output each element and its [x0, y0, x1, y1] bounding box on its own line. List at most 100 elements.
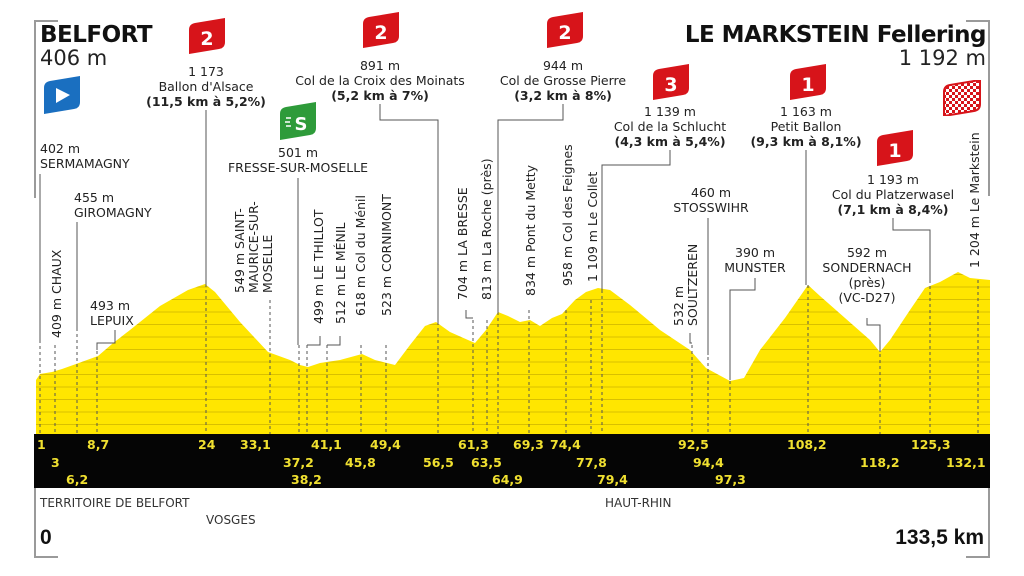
frame-right-top [988, 20, 990, 196]
svg-text:2: 2 [200, 28, 213, 50]
sprint-flag-icon: S [280, 102, 316, 140]
climb-flag-icon: 2 [547, 12, 583, 48]
km-guides [39, 232, 979, 434]
km-marker: 33,1 [240, 437, 271, 452]
profile-area [36, 272, 990, 434]
km-marker: 74,4 [550, 437, 581, 452]
climb-detail: (4,3 km à 5,4%) [614, 134, 726, 149]
place-lepuix: 493 m LEPUIX [90, 298, 134, 328]
km-marker: 118,2 [860, 455, 900, 470]
climb-name: Col de Grosse Pierre [499, 73, 627, 88]
km-bar [34, 434, 990, 488]
climb-label-schlucht: 1 139 m Col de la Schlucht (4,3 km à 5,4… [614, 104, 726, 149]
place-stosswihr: 460 m STOSSWIHR [673, 185, 748, 215]
place-name: LEPUIX [90, 313, 134, 328]
elevation-profile [36, 104, 990, 434]
start-km: 0 [40, 526, 52, 549]
frame-left-bottom [34, 488, 36, 558]
leader-lines [39, 104, 931, 380]
climb-label-platzerwasel: 1 193 m Col du Platzerwasel (7,1 km à 8,… [832, 172, 954, 217]
climb-flag-icon: 2 [363, 12, 399, 48]
km-marker: 41,1 [311, 437, 342, 452]
svg-text:2: 2 [558, 22, 571, 44]
climb-name: Col de la Schlucht [613, 119, 727, 134]
km-marker: 45,8 [345, 455, 376, 470]
climb-flag-icon: 3 [653, 64, 689, 100]
finish-flag-icon [943, 80, 981, 116]
climb-detail: (7,1 km à 8,4%) [837, 202, 949, 217]
km-marker: 92,5 [678, 437, 709, 452]
place-altitude: 592 m [846, 245, 887, 260]
place-note: (près) [848, 275, 886, 290]
frame-right-bottom-tick [966, 556, 990, 558]
climb-altitude: 944 m [542, 58, 583, 73]
km-marker: 108,2 [787, 437, 827, 452]
place-munster: 390 m MUNSTER [724, 245, 785, 275]
place-name: GIROMAGNY [74, 205, 152, 220]
place-altitude: 402 m [40, 141, 81, 156]
start-altitude: 406 m [40, 46, 108, 70]
km-marker: 132,1 [946, 455, 986, 470]
svg-text:1: 1 [801, 74, 814, 96]
km-marker: 125,3 [911, 437, 951, 452]
km-marker: 6,2 [66, 472, 89, 487]
department-belfort: TERRITOIRE DE BELFORT [40, 496, 190, 510]
frame-left-top [34, 20, 36, 198]
climb-label-ballon-alsace: 1 173 Ballon d'Alsace (11,5 km à 5,2%) [146, 64, 266, 109]
place-sermamagny: 402 m SERMAMAGNY [40, 141, 130, 171]
km-marker: 49,4 [370, 437, 401, 452]
sprint-name: FRESSE-SUR-MOSELLE [227, 160, 369, 175]
km-marker: 94,4 [693, 455, 724, 470]
finish-altitude: 1 192 m [898, 46, 986, 70]
svg-text:1: 1 [888, 140, 901, 162]
place-altitude: 455 m [74, 190, 115, 205]
climb-name: Col du Platzerwasel [831, 187, 955, 202]
km-marker: 97,3 [715, 472, 746, 487]
km-marker: 8,7 [87, 437, 110, 452]
climb-altitude: 1 193 m [867, 172, 919, 187]
climb-altitude: 1 139 m [644, 104, 696, 119]
place-giromagny: 455 m GIROMAGNY [74, 190, 152, 220]
place-sondernach: 592 m SONDERNACH (près) (VC-D27) [822, 245, 911, 305]
km-marker: 61,3 [458, 437, 489, 452]
km-marker: 64,9 [492, 472, 523, 487]
km-marker: 3 [51, 455, 60, 470]
department-vosges: VOSGES [206, 513, 256, 527]
km-marker: 1 [37, 437, 46, 452]
climb-label-petit-ballon: 1 163 m Petit Ballon (9,3 km à 8,1%) [750, 104, 861, 149]
climb-label-croix-des-moinats: 891 m Col de la Croix des Moinats (5,2 k… [295, 58, 465, 103]
climb-altitude: 891 m [359, 58, 400, 73]
total-distance: 133,5 km [895, 526, 984, 549]
place-note: (VC-D27) [838, 290, 896, 305]
climb-flag-icon: 2 [189, 18, 225, 54]
place-altitude: 460 m [690, 185, 732, 200]
svg-text:3: 3 [664, 74, 677, 96]
km-marker: 77,8 [576, 455, 607, 470]
svg-text:S: S [295, 114, 308, 135]
climb-detail: (11,5 km à 5,2%) [146, 94, 266, 109]
km-marker: 38,2 [291, 472, 322, 487]
climb-name: Ballon d'Alsace [158, 79, 254, 94]
climb-detail: (5,2 km à 7%) [331, 88, 429, 103]
km-marker: 56,5 [423, 455, 454, 470]
sprint-label: 501 m FRESSE-SUR-MOSELLE [228, 145, 368, 175]
frame-right-top-tick [966, 20, 990, 22]
department-haut-rhin: HAUT-RHIN [605, 496, 672, 510]
km-marker: 79,4 [597, 472, 628, 487]
frame-left-bottom-tick [34, 556, 58, 558]
frame-right-bottom [988, 488, 990, 558]
finish-city: LE MARKSTEIN Fellering [684, 22, 987, 48]
svg-text:2: 2 [374, 22, 387, 44]
place-name: SONDERNACH [822, 260, 912, 275]
climb-altitude: 1 173 [188, 64, 224, 79]
climb-label-grosse-pierre: 944 m Col de Grosse Pierre (3,2 km à 8%) [500, 58, 626, 103]
start-city: BELFORT [40, 22, 153, 48]
climb-flag-icon: 1 [877, 130, 913, 166]
climb-name: Petit Ballon [770, 119, 842, 134]
start-flag-icon [44, 76, 80, 114]
km-marker: 69,3 [513, 437, 544, 452]
km-marker: 24 [198, 437, 216, 452]
climb-altitude: 1 163 m [780, 104, 832, 119]
km-marker: 63,5 [471, 455, 502, 470]
place-name: STOSSWIHR [673, 200, 749, 215]
